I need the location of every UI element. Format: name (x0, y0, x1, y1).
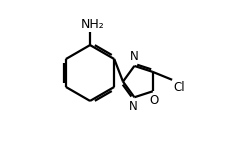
Text: Cl: Cl (174, 81, 185, 94)
Text: O: O (149, 94, 158, 107)
Text: N: N (130, 50, 139, 63)
Text: N: N (129, 100, 138, 113)
Text: NH₂: NH₂ (81, 18, 105, 32)
